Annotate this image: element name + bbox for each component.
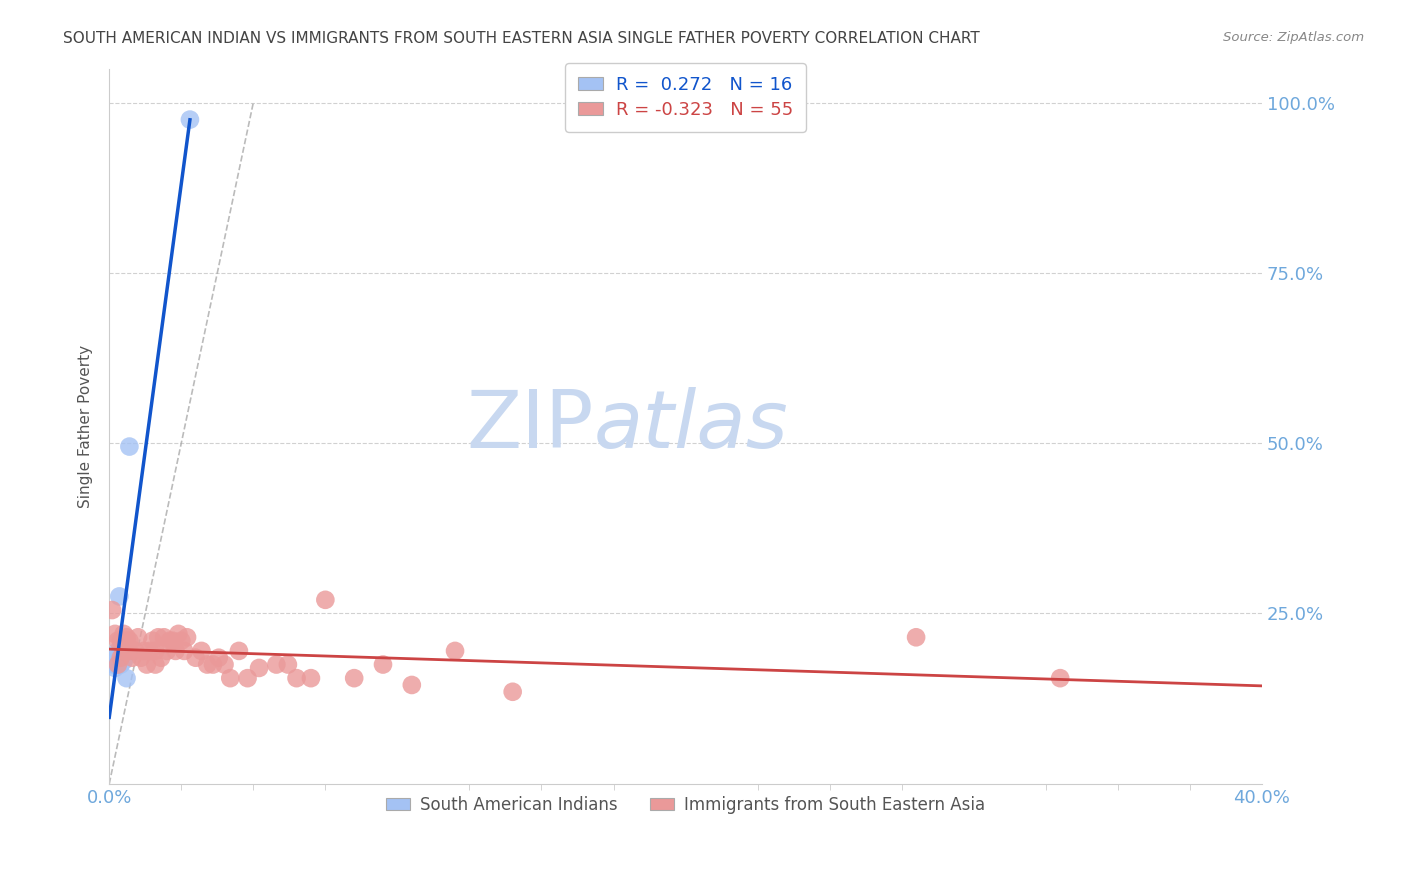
- Y-axis label: Single Father Poverty: Single Father Poverty: [79, 344, 93, 508]
- Point: [314, 592, 336, 607]
- Text: atlas: atlas: [593, 387, 789, 465]
- Point: [105, 650, 128, 665]
- Point: [219, 671, 242, 685]
- Point: [107, 657, 129, 672]
- Point: [104, 627, 127, 641]
- Point: [110, 640, 132, 655]
- Point: [444, 644, 467, 658]
- Point: [115, 671, 138, 685]
- Point: [138, 644, 160, 658]
- Point: [1049, 671, 1071, 685]
- Point: [343, 671, 366, 685]
- Point: [101, 603, 124, 617]
- Point: [285, 671, 308, 685]
- Point: [103, 657, 125, 672]
- Point: [247, 661, 270, 675]
- Point: [214, 657, 236, 672]
- Point: [167, 627, 190, 641]
- Point: [184, 650, 207, 665]
- Point: [401, 678, 423, 692]
- Point: [228, 644, 250, 658]
- Point: [299, 671, 322, 685]
- Point: [104, 657, 127, 672]
- Point: [277, 657, 299, 672]
- Point: [179, 112, 201, 127]
- Point: [150, 650, 173, 665]
- Point: [110, 650, 132, 665]
- Point: [118, 633, 141, 648]
- Point: [143, 657, 166, 672]
- Point: [170, 633, 193, 648]
- Point: [132, 644, 155, 658]
- Point: [103, 654, 125, 668]
- Point: [118, 440, 141, 454]
- Point: [112, 627, 135, 641]
- Point: [108, 590, 131, 604]
- Point: [107, 644, 129, 658]
- Point: [162, 633, 184, 648]
- Text: ZIP: ZIP: [465, 387, 593, 465]
- Point: [107, 633, 129, 648]
- Point: [107, 654, 129, 668]
- Point: [112, 644, 135, 658]
- Point: [190, 644, 212, 658]
- Legend: South American Indians, Immigrants from South Eastern Asia: South American Indians, Immigrants from …: [374, 784, 997, 825]
- Point: [129, 650, 152, 665]
- Point: [165, 644, 187, 658]
- Point: [156, 644, 179, 658]
- Point: [148, 630, 170, 644]
- Point: [236, 671, 259, 685]
- Point: [195, 657, 218, 672]
- Point: [159, 633, 181, 648]
- Point: [115, 630, 138, 644]
- Point: [107, 657, 129, 672]
- Point: [110, 633, 132, 648]
- Point: [502, 685, 524, 699]
- Point: [266, 657, 288, 672]
- Point: [201, 657, 224, 672]
- Point: [110, 650, 132, 665]
- Text: SOUTH AMERICAN INDIAN VS IMMIGRANTS FROM SOUTH EASTERN ASIA SINGLE FATHER POVERT: SOUTH AMERICAN INDIAN VS IMMIGRANTS FROM…: [63, 31, 980, 46]
- Point: [905, 630, 928, 644]
- Point: [371, 657, 394, 672]
- Point: [115, 633, 138, 648]
- Point: [104, 661, 127, 675]
- Point: [208, 650, 231, 665]
- Point: [112, 654, 135, 668]
- Point: [121, 650, 143, 665]
- Point: [141, 633, 163, 648]
- Point: [118, 644, 141, 658]
- Point: [173, 644, 195, 658]
- Point: [135, 657, 157, 672]
- Point: [124, 644, 146, 658]
- Text: Source: ZipAtlas.com: Source: ZipAtlas.com: [1223, 31, 1364, 45]
- Point: [110, 657, 132, 672]
- Point: [143, 644, 166, 658]
- Point: [176, 630, 198, 644]
- Point: [127, 630, 149, 644]
- Point: [153, 630, 176, 644]
